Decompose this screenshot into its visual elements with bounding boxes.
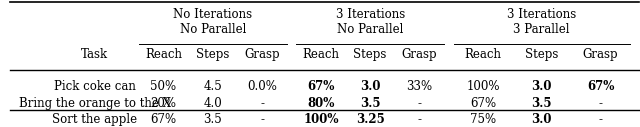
Text: 3.5: 3.5 [531, 97, 552, 110]
Text: No Iterations
No Parallel: No Iterations No Parallel [173, 8, 252, 36]
Text: Pick coke can: Pick coke can [54, 80, 136, 93]
Text: Sort the apple: Sort the apple [52, 113, 138, 126]
Text: Bring the orange to the X: Bring the orange to the X [19, 97, 171, 110]
Text: Reach: Reach [302, 48, 339, 61]
Text: 4.5: 4.5 [204, 80, 222, 93]
Text: Reach: Reach [145, 48, 182, 61]
Text: 100%: 100% [466, 80, 500, 93]
Text: Grasp: Grasp [402, 48, 437, 61]
Text: 0.0%: 0.0% [247, 80, 277, 93]
Text: 100%: 100% [303, 113, 339, 126]
Text: 20%: 20% [150, 97, 177, 110]
Text: 75%: 75% [470, 113, 496, 126]
Text: Grasp: Grasp [244, 48, 280, 61]
Text: 3.5: 3.5 [204, 113, 222, 126]
Text: -: - [417, 113, 422, 126]
Text: 3.0: 3.0 [360, 80, 380, 93]
Text: -: - [417, 97, 422, 110]
Text: -: - [598, 97, 602, 110]
Text: Steps: Steps [525, 48, 559, 61]
Text: Steps: Steps [196, 48, 230, 61]
Text: 80%: 80% [307, 97, 335, 110]
Text: Reach: Reach [465, 48, 502, 61]
Text: 3.25: 3.25 [356, 113, 385, 126]
Text: 67%: 67% [470, 97, 496, 110]
Text: -: - [260, 97, 264, 110]
Text: 3 Iterations
3 Parallel: 3 Iterations 3 Parallel [507, 8, 577, 36]
Text: -: - [260, 113, 264, 126]
Text: Grasp: Grasp [582, 48, 618, 61]
Text: Task: Task [81, 48, 108, 61]
Text: 67%: 67% [150, 113, 177, 126]
Text: -: - [598, 113, 602, 126]
Text: 3 Iterations
No Parallel: 3 Iterations No Parallel [335, 8, 404, 36]
Text: 3.0: 3.0 [531, 80, 552, 93]
Text: 4.0: 4.0 [204, 97, 222, 110]
Text: 33%: 33% [406, 80, 433, 93]
Text: 3.0: 3.0 [531, 113, 552, 126]
Text: 50%: 50% [150, 80, 177, 93]
Text: 3.5: 3.5 [360, 97, 380, 110]
Text: 67%: 67% [307, 80, 335, 93]
Text: Steps: Steps [353, 48, 387, 61]
Text: 67%: 67% [587, 80, 614, 93]
